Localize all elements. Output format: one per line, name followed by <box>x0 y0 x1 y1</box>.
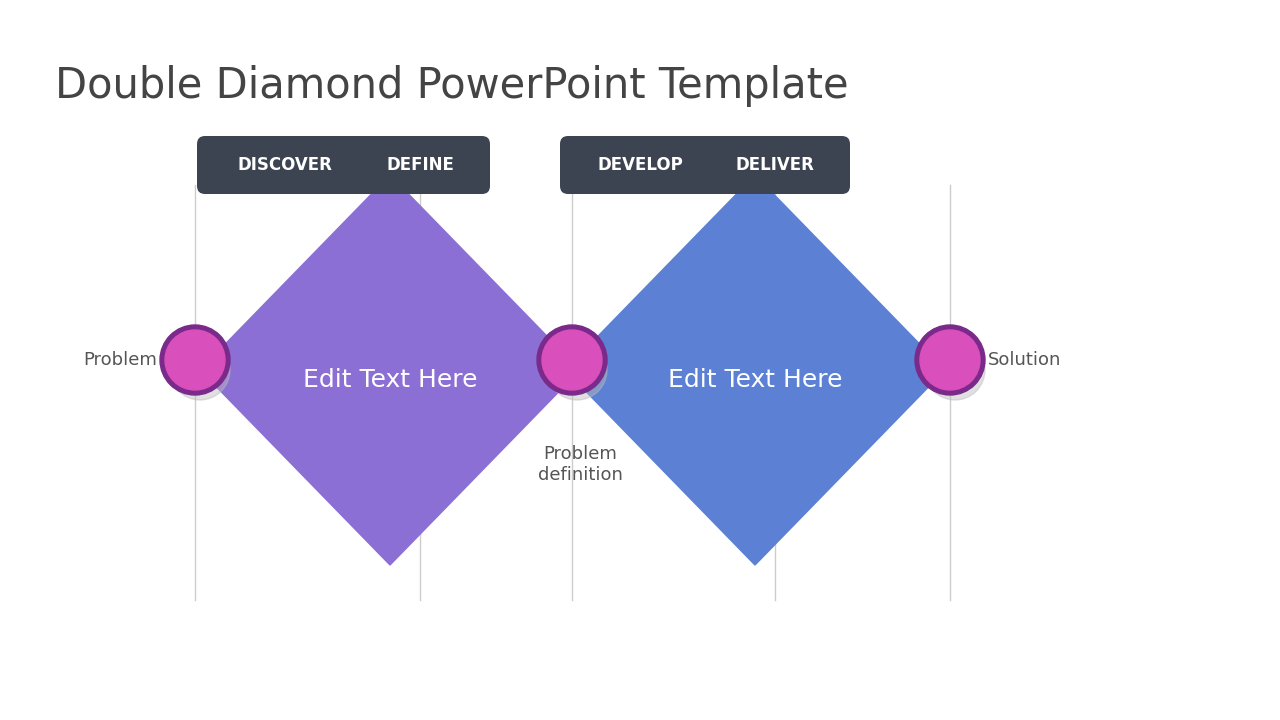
Polygon shape <box>200 175 580 565</box>
FancyBboxPatch shape <box>197 136 372 194</box>
Text: Problem
definition: Problem definition <box>538 445 622 484</box>
Circle shape <box>538 325 607 395</box>
Text: Edit Text Here: Edit Text Here <box>303 368 477 392</box>
Text: Edit Text Here: Edit Text Here <box>668 368 842 392</box>
FancyBboxPatch shape <box>700 136 850 194</box>
Circle shape <box>920 330 980 390</box>
FancyBboxPatch shape <box>561 136 719 194</box>
FancyBboxPatch shape <box>349 136 490 194</box>
Circle shape <box>165 330 225 390</box>
Polygon shape <box>564 175 945 565</box>
Circle shape <box>160 325 230 395</box>
Text: Double Diamond PowerPoint Template: Double Diamond PowerPoint Template <box>55 65 849 107</box>
Text: DELIVER: DELIVER <box>736 156 814 174</box>
Text: Solution: Solution <box>988 351 1061 369</box>
Text: DISCOVER: DISCOVER <box>238 156 333 174</box>
Circle shape <box>541 330 602 390</box>
Circle shape <box>170 340 230 400</box>
Circle shape <box>925 340 986 400</box>
Circle shape <box>915 325 986 395</box>
Text: DEVELOP: DEVELOP <box>598 156 682 174</box>
Text: Problem: Problem <box>83 351 157 369</box>
Circle shape <box>547 340 607 400</box>
Text: DEFINE: DEFINE <box>387 156 454 174</box>
